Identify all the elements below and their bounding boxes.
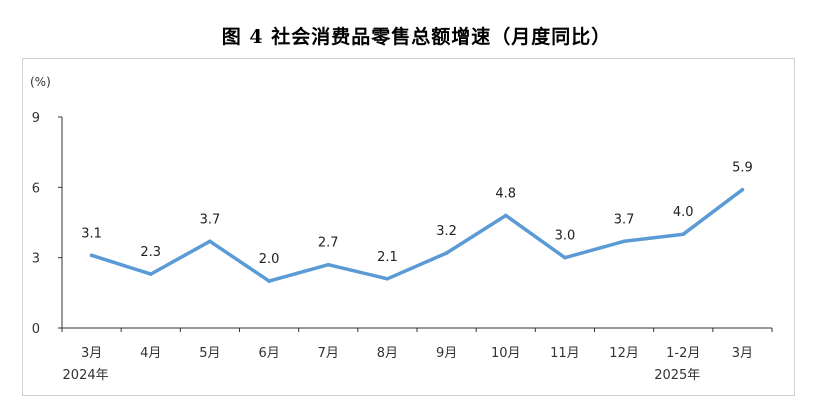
data-label: 5.9 <box>732 161 753 176</box>
x-tick-label: 3月 <box>732 346 753 361</box>
data-point <box>681 232 686 237</box>
data-point <box>385 276 390 281</box>
x-year-label: 2024年 <box>63 368 109 383</box>
x-tick-label: 12月 <box>609 346 639 361</box>
data-label: 2.3 <box>140 245 161 260</box>
data-label: 3.1 <box>81 226 102 241</box>
x-year-label: 2025年 <box>654 368 700 383</box>
data-point <box>326 262 331 267</box>
data-label: 2.1 <box>377 250 398 265</box>
x-tick-label: 11月 <box>550 346 580 361</box>
data-point <box>444 251 449 255</box>
y-unit-label: (%) <box>30 75 51 89</box>
data-label: 3.7 <box>614 212 635 227</box>
data-point <box>622 239 626 244</box>
data-point <box>503 213 508 218</box>
x-tick-label: 4月 <box>140 346 161 361</box>
data-label: 3.7 <box>200 212 221 227</box>
data-point <box>563 255 567 260</box>
chart-title: 图 4 社会消费品零售总额增速（月度同比） <box>221 26 612 48</box>
y-tick-label: 6 <box>32 181 40 196</box>
x-tick-label: 1-2月 <box>666 346 700 361</box>
x-tick-label: 5月 <box>199 346 220 361</box>
chart-frame <box>22 58 795 396</box>
x-tick-label: 8月 <box>377 346 398 361</box>
x-tick-label: 6月 <box>258 346 279 361</box>
series-line <box>89 187 745 283</box>
data-label: 4.8 <box>495 186 516 201</box>
data-label: 3.2 <box>436 224 457 239</box>
data-label: 2.7 <box>318 236 339 251</box>
y-tick-label: 0 <box>32 322 40 337</box>
x-tick-label: 3月 <box>81 346 102 361</box>
data-point <box>208 239 212 244</box>
data-point <box>148 272 153 276</box>
data-point <box>267 279 271 283</box>
x-tick-label: 7月 <box>318 346 339 361</box>
x-tick-label: 9月 <box>436 346 457 361</box>
data-point <box>740 187 745 192</box>
data-label: 4.0 <box>673 205 694 220</box>
data-point <box>89 253 94 258</box>
x-tick-label: 10月 <box>491 346 521 361</box>
data-label: 3.0 <box>555 229 576 244</box>
y-tick-label: 9 <box>32 111 40 126</box>
data-label: 2.0 <box>259 252 280 267</box>
y-tick-label: 3 <box>32 252 40 267</box>
